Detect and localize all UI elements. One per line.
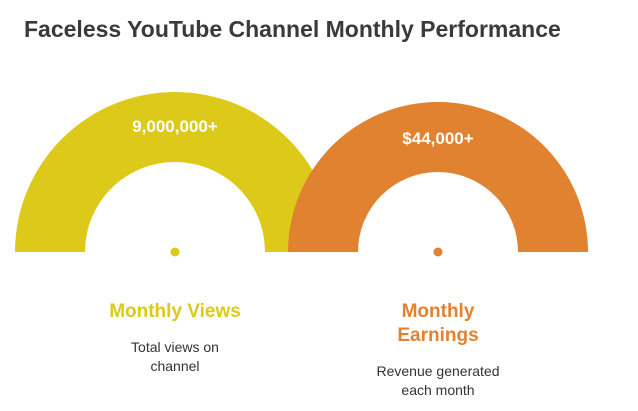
views-center-dot	[170, 247, 180, 257]
earnings-label-line: Earnings	[397, 325, 479, 346]
earnings-center-dot	[433, 247, 443, 257]
earnings-label-line: Monthly	[401, 301, 475, 322]
page-title: Faceless YouTube Channel Monthly Perform…	[24, 16, 561, 42]
views-label: Monthly Views	[109, 301, 241, 322]
earnings-description-line: Revenue generated	[376, 363, 500, 379]
earnings-description: Revenue generated each month	[358, 362, 518, 400]
earnings-arch	[288, 102, 588, 252]
views-description: Total views on channel	[100, 338, 250, 376]
earnings-label: Monthly Earnings	[358, 300, 518, 348]
views-description-line: channel	[150, 358, 200, 374]
views-arch	[15, 92, 335, 252]
earnings-description-line: each month	[401, 382, 475, 398]
views-description-line: Total views on	[131, 339, 219, 355]
earnings-value: $44,000+	[402, 129, 473, 148]
views-value: 9,000,000+	[132, 117, 218, 136]
